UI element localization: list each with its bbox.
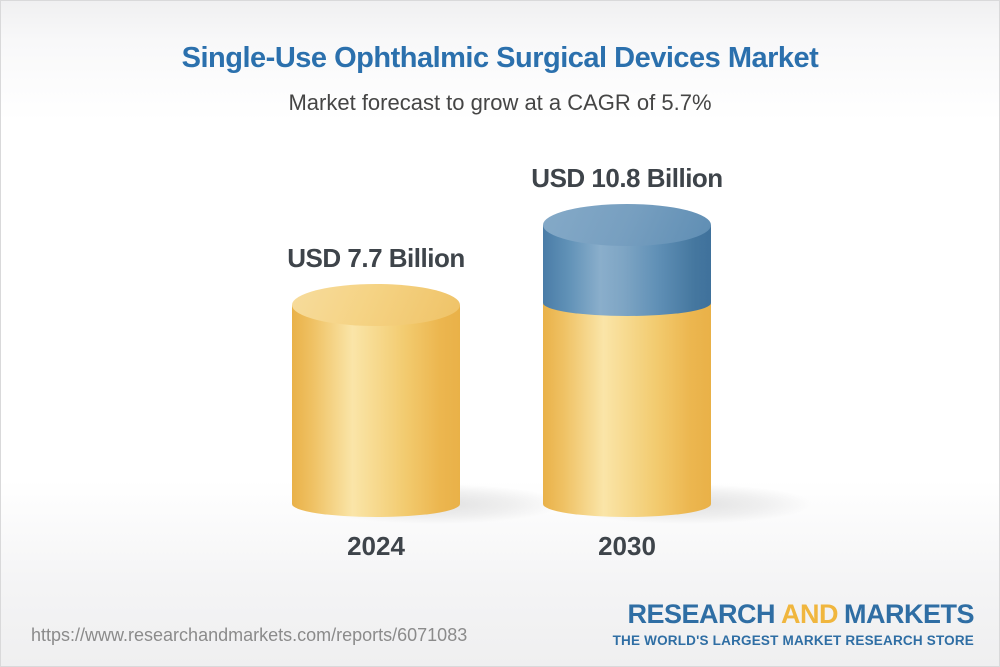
research-and-markets-logo: RESEARCH AND MARKETS THE WORLD'S LARGEST M… <box>612 599 975 649</box>
bar-2030-growth-segment-top <box>543 204 711 246</box>
logo-word-markets: MARKETS <box>844 599 975 629</box>
x-axis-label-2030: 2030 <box>598 531 656 561</box>
bar-2024-cylinder-body <box>292 305 460 517</box>
bar-2024-value-label: USD 7.7 Billion <box>287 243 465 273</box>
subtitle: Market forecast to grow at a CAGR of 5.7… <box>288 90 712 115</box>
x-axis-label-2024: 2024 <box>347 531 405 561</box>
report-url-link[interactable]: https://www.researchandmarkets.com/repor… <box>31 625 468 645</box>
logo-word-and: AND <box>781 599 839 629</box>
page-title: Single-Use Ophthalmic Surgical Devices M… <box>181 42 819 74</box>
logo-word-research: RESEARCH <box>627 599 775 629</box>
bar-2024-cylinder-top <box>292 284 460 326</box>
logo-wordmark: RESEARCH AND MARKETS <box>627 599 974 630</box>
logo-tagline: THE WORLD'S LARGEST MARKET RESEARCH STOR… <box>612 633 974 649</box>
bar-2030-base-segment <box>543 302 711 517</box>
bar-2030-value-label: USD 10.8 Billion <box>531 163 723 193</box>
